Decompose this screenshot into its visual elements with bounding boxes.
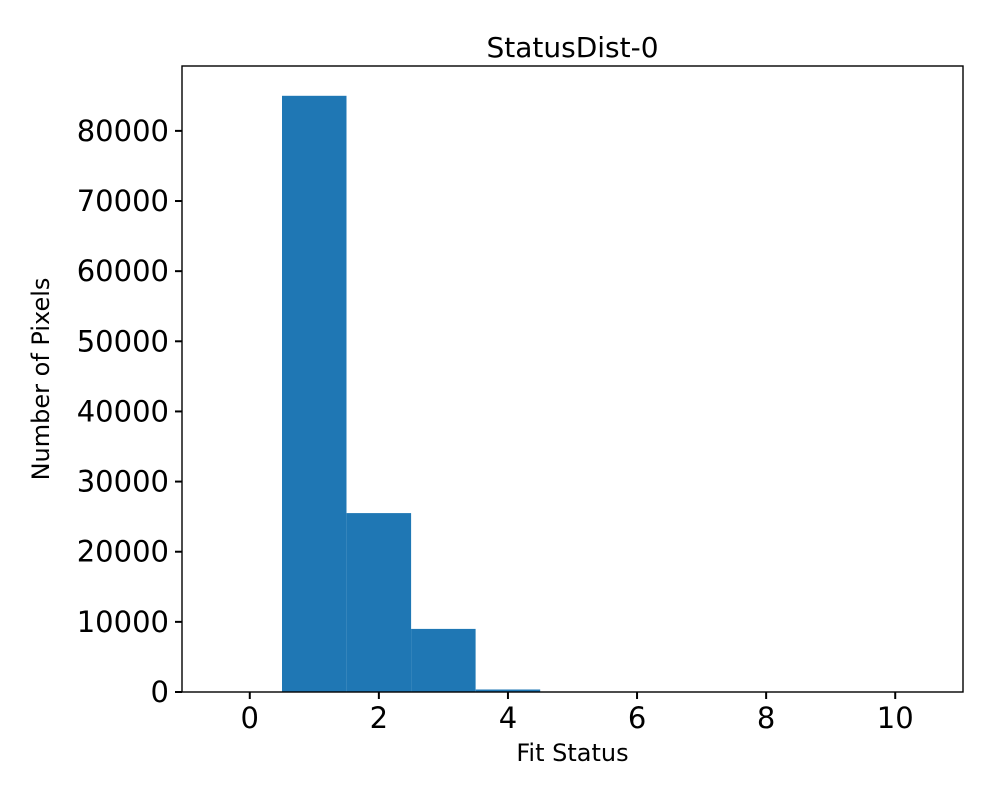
x-axis-label: Fit Status [516, 739, 628, 767]
x-tick-label: 4 [499, 701, 517, 735]
y-tick-label: 70000 [77, 184, 169, 218]
histogram-bar-3 [411, 628, 476, 692]
y-axis-label: Number of Pixels [27, 278, 55, 481]
histogram-bar-4 [475, 689, 541, 692]
tick-labels-layer: 0 2 4 6 8 10 0 10000 20000 30000 40000 50000 60000 70… [77, 114, 914, 735]
histogram-bar-1 [282, 95, 347, 693]
y-tick-label: 0 [151, 675, 169, 709]
x-tick-label: 6 [628, 701, 646, 735]
chart-title: StatusDist-0 [486, 31, 658, 64]
y-tick-label: 10000 [77, 605, 169, 639]
y-tick-label: 50000 [77, 324, 169, 358]
y-tick-label: 80000 [77, 114, 169, 148]
histogram-bar-2 [346, 513, 412, 692]
x-tick-label: 8 [757, 701, 775, 735]
bars-layer [282, 95, 541, 693]
y-tick-label: 40000 [77, 394, 169, 428]
plot-frame [181, 65, 964, 693]
y-tick-label: 60000 [77, 254, 169, 288]
x-tick-label: 10 [877, 701, 914, 735]
axes-layer [175, 65, 964, 699]
y-tick-label: 30000 [77, 465, 169, 499]
x-tick-label: 2 [370, 701, 388, 735]
y-tick-label: 20000 [77, 535, 169, 569]
x-tick-label: 0 [241, 701, 259, 735]
